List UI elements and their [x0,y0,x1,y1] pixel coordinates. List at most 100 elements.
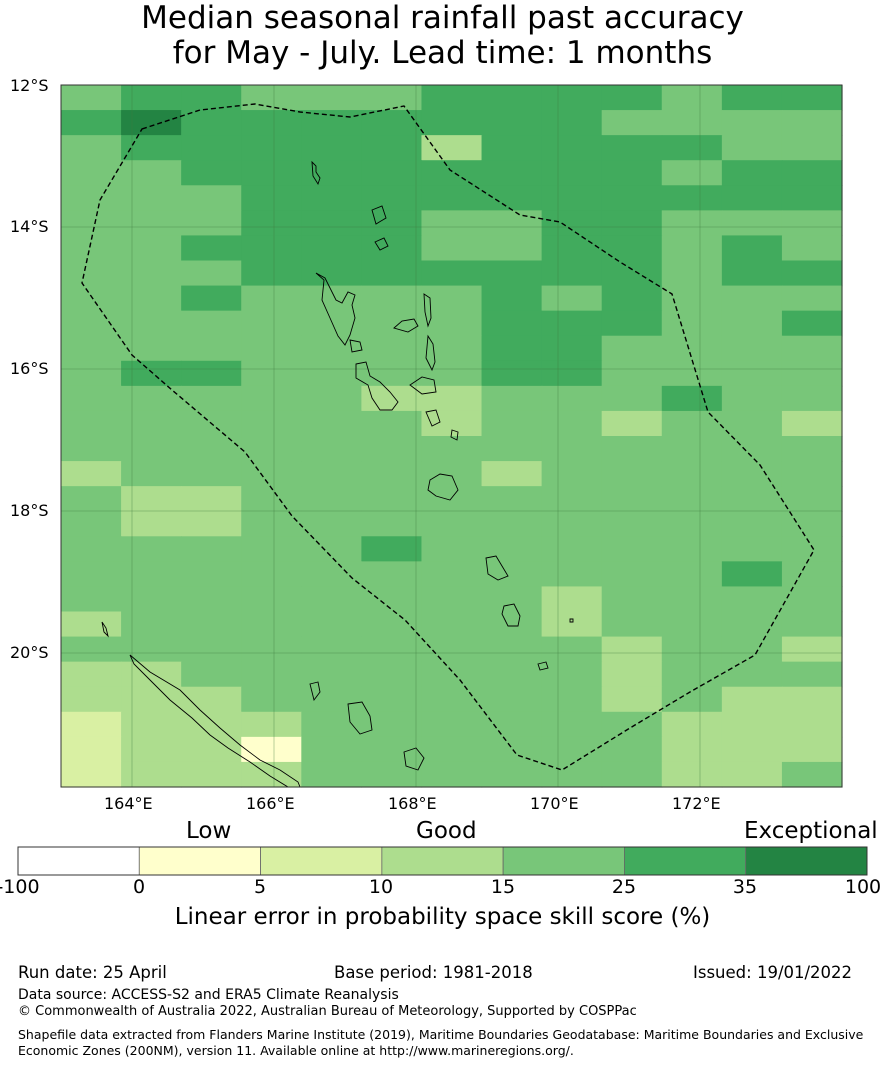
grid-cell [361,360,423,387]
grid-cell [61,185,122,211]
grid-cell [421,436,483,462]
grid-cell [781,410,843,437]
grid-cell [301,761,362,788]
grid-cell [661,410,723,437]
grid-cell [661,586,723,613]
grid-cell [481,360,543,387]
grid-cell [601,410,663,437]
grid-cell [61,761,122,788]
grid-cell [481,410,543,437]
grid-cell [601,736,663,763]
grid-cell [181,536,242,562]
lat-label-12s: 12°S [10,76,49,95]
grid-cell [121,611,182,638]
grid-cell [421,185,483,211]
grid-cell [301,110,362,136]
grid-cell [241,436,302,462]
colorbar-segment [502,846,625,876]
grid-cell [361,486,423,512]
grid-cell [61,561,122,588]
colorbar-category-low: Low [186,818,232,844]
grid-cell [661,385,723,412]
grid-cell [781,536,843,562]
grid-cell [361,160,423,186]
grid-cell [301,260,362,287]
grid-cell [601,235,663,262]
aneityum-island [537,661,549,671]
grid-cell [241,285,302,312]
grid-cell [421,160,483,186]
grid-cell [361,511,423,537]
grid-cell [481,160,543,186]
grid-cell [541,135,603,161]
grid-cell [361,385,423,412]
grid-cell [781,385,843,412]
grid-cell [661,461,723,487]
grid-cell [601,561,663,588]
grid-cell [421,536,483,562]
colorbar-segment [17,846,140,876]
grid-cell [661,210,723,237]
grid-cell [241,160,302,186]
ouvea-island [309,681,321,702]
grid-cell [241,110,302,136]
colorbar-segment [260,846,383,876]
colorbar-tick: 35 [732,876,758,898]
grid-cell [61,736,122,763]
grid-cell [421,711,483,738]
grid-cell [361,536,423,562]
grid-cell [601,135,663,161]
grid-cell [241,561,302,588]
grid-cell [481,235,543,262]
grid-cell [181,235,242,262]
grid-cell [241,185,302,211]
grid-cell [181,661,242,688]
grid-cell [421,135,483,161]
grid-cell [781,611,843,638]
grid-cell [781,160,843,186]
grid-cell [181,461,242,487]
grid-cell [721,636,783,663]
grid-cell [781,761,843,788]
grid-cell [601,461,663,487]
grid-cell [661,736,723,763]
grid-cell [721,586,783,613]
grid-cell [121,210,182,237]
colorbar-tick: 10 [368,876,394,898]
grid-cell [181,761,242,788]
grid-cell [661,360,723,387]
grid-cell [361,210,423,237]
grid-cell [61,711,122,738]
grid-cell [721,761,783,788]
grid-cell [361,260,423,287]
colorbar-axis-label: Linear error in probability space skill … [174,904,711,930]
grid-cell [541,335,603,362]
grid-cell [541,110,603,136]
grid-cell [721,85,783,111]
copyright: © Commonwealth of Australia 2022, Austra… [18,1004,637,1019]
grid-cell [121,561,182,588]
grid-cell [61,385,122,412]
grid-cell [61,85,122,111]
grid-cell [721,335,783,362]
grid-cell [61,410,122,437]
grid-cell [481,260,543,287]
grid-cell [301,135,362,161]
graticule [61,85,842,787]
lon-label-166e: 166°E [246,794,295,813]
grid-cell [721,110,783,136]
grid-cell [301,335,362,362]
grid-cell [721,135,783,161]
grid-cell [421,761,483,788]
grid-cell [121,85,182,111]
grid-cell [661,235,723,262]
grid-cell [781,360,843,387]
lon-label-164e: 164°E [104,794,153,813]
grid-cell [241,661,302,688]
grid-cell [721,711,783,738]
colorbar-segment [624,846,747,876]
grid-cell [781,85,843,111]
grid-cell [121,160,182,186]
grid-cell [301,486,362,512]
grid-cell [721,310,783,337]
